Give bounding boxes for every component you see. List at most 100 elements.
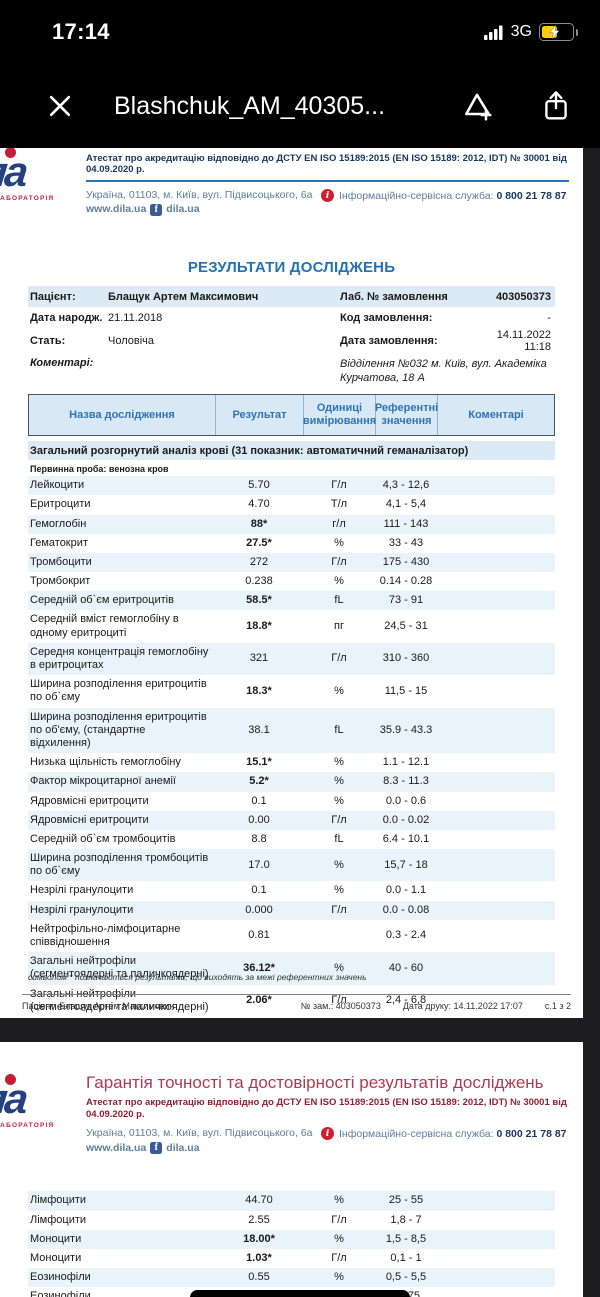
battery-nub xyxy=(575,28,578,36)
table-row: Лімфоцити 2.55 Г/л 1,8 - 7 xyxy=(28,1211,555,1230)
table-row: Тромбокрит 0.238% 0.14 - 0.28 xyxy=(28,572,555,591)
cell-result: 0.81 xyxy=(248,929,270,942)
table-row: Незрілі гранулоцити 0.1% 0.0 - 1.1 xyxy=(28,881,555,900)
cell-name: Середній об`єм тромбоцитів xyxy=(30,832,176,845)
table-body: Лейкоцити 5.70 Г/л 4,3 - 12,6 Еритроцити 4.70… xyxy=(28,476,555,1017)
viewer-toolbar: Blashchuk_AM_40305... xyxy=(0,58,600,164)
table-row: Незрілі гранулоцити 0.000 Г/л 0.0 - 0.08 xyxy=(28,900,555,920)
table-row: Лейкоцити 5.70 Г/л 4,3 - 12,6 xyxy=(28,476,555,496)
cell-unit: % xyxy=(334,858,344,871)
footer-order-no: № зам.: 403050373 xyxy=(300,1001,381,1011)
lab-address: Україна, 01103, м. Київ, вул. Підвисоцьк… xyxy=(86,1126,321,1155)
cell-unit: Г/л xyxy=(331,1213,347,1226)
cell-ref: 0.14 - 0.28 xyxy=(379,575,433,588)
service-phone: 0 800 21 78 87 xyxy=(496,189,567,202)
cell-unit: Г/л xyxy=(331,1251,347,1264)
cell-name: Еритроцити xyxy=(30,498,91,511)
cell-unit: fL xyxy=(334,723,344,736)
order-code-label: Код замовлення: xyxy=(340,311,433,324)
order-code-value: - xyxy=(547,311,551,324)
sex-label: Стать: xyxy=(30,335,66,348)
battery-charging-icon xyxy=(539,23,578,41)
cell-name: Незрілі гранулоцити xyxy=(30,903,134,916)
cell-result: 58.5* xyxy=(246,594,272,607)
cell-result: 4.70 xyxy=(248,498,270,511)
cell-name: Лейкоцити xyxy=(30,479,85,492)
add-to-drive-button[interactable] xyxy=(460,88,496,124)
table-header: Назва дослідження Результат Одиниці вимі… xyxy=(28,394,555,437)
service-label: Інформаційно-сервісна служба: xyxy=(339,189,494,202)
cell-result: 321 xyxy=(249,652,269,665)
cell-name: Ядровмісні еритроцити xyxy=(30,813,149,826)
cell-unit: Г/л xyxy=(331,479,347,492)
results-title: РЕЗУЛЬТАТИ ДОСЛІДЖЕНЬ xyxy=(187,259,396,277)
branch-value: Відділення №032 м. Київ, вул. Академіка … xyxy=(340,358,547,385)
patient-info-block: Пацієнт: Блащук Артем Максимович Лаб. № … xyxy=(28,286,555,390)
footer-patient: Пацієнт: Блащук Артем Максимович xyxy=(22,1001,175,1011)
document-page-2: діла МЕДИЧНА ЛАБОРАТОРІЯ Гарантія точнос… xyxy=(0,1042,583,1297)
table-row: Загальні нейтрофіли (сегментоядерні та п… xyxy=(28,952,555,985)
address-line: Україна, 01103, м. Київ, вул. Підвисоцьк… xyxy=(86,1127,313,1140)
col-header-name: Назва дослідження xyxy=(29,395,216,436)
cell-name: Тромбоцити xyxy=(30,555,92,568)
table-row: Загальні нейтрофіли (сегментоядерні та п… xyxy=(28,985,555,1017)
service-line: Інформаційно-сервісна служба: 0 800 21 7… xyxy=(339,189,567,204)
cell-name: Нейтрофільно-лімфоцитарне співвідношення xyxy=(30,922,181,949)
cell-result: 36.12* xyxy=(243,961,275,974)
signal-icon xyxy=(483,25,503,40)
table-row: Ширина розподілення тромбоцитів по об`єм… xyxy=(28,849,555,882)
pdf-viewer[interactable]: діла МЕДИЧНА ЛАБОРАТОРІЯ Атестат про акр… xyxy=(0,148,600,1297)
accreditation-line: Атестат про акредитацію відповідно до ДС… xyxy=(86,1097,567,1120)
cell-ref: 4,1 - 5,4 xyxy=(385,498,427,511)
facebook-icon: f xyxy=(150,203,163,216)
lab-no-value: 403050373 xyxy=(495,290,551,303)
cell-name: Середній вміст гемоглобіну в одному ерит… xyxy=(30,613,179,639)
table-row: Моноцити 1.03* Г/л 0,1 - 1 xyxy=(28,1249,555,1268)
cell-name: Загальні нейтрофіли (сегментоядерні та п… xyxy=(30,987,209,1013)
cell-name: Лімфоцити xyxy=(30,1194,87,1207)
cell-name: Ширина розподілення еритроцитів по об'єм… xyxy=(30,710,207,749)
share-button[interactable] xyxy=(538,88,574,124)
table-row: Ядровмісні еритроцити 0.1% 0.0 - 0.6 xyxy=(28,792,555,811)
col-header-result: Результат xyxy=(216,395,304,436)
cell-unit: пг xyxy=(334,620,344,633)
cell-unit: % xyxy=(334,536,344,549)
guarantee-title: Гарантія точності та достовірності резул… xyxy=(86,1073,544,1092)
cell-name: Гемоглобін xyxy=(30,517,87,530)
table-row: Середній об`єм тромбоцитів 8.8 fL 6.4 - 10.… xyxy=(28,830,555,849)
info-icon: i xyxy=(321,1127,334,1141)
cell-result: 5.2* xyxy=(249,775,269,788)
service-label: Інформаційно-сервісна служба: xyxy=(339,1128,494,1141)
cell-result: 44.70 xyxy=(245,1194,273,1207)
cell-result: 17.0 xyxy=(248,858,270,871)
lab-address: Україна, 01103, м. Київ, вул. Підвисоцьк… xyxy=(86,188,321,217)
cell-name: Тромбокрит xyxy=(30,575,91,588)
patient-row: Пацієнт: Блащук Артем Максимович Лаб. № … xyxy=(28,286,555,308)
cell-ref: 25 - 55 xyxy=(388,1194,424,1207)
cell-ref: 0.0 - 0.08 xyxy=(382,903,430,916)
cell-name: Ширина розподілення еритроцитів по об`єм… xyxy=(30,678,207,704)
redaction-bar xyxy=(190,1290,410,1297)
cell-unit: % xyxy=(334,1194,344,1207)
panel-section-header: Загальний розгорнутий аналіз крові (31 п… xyxy=(28,441,555,461)
cell-unit: % xyxy=(334,684,344,697)
cell-ref: 4,3 - 12,6 xyxy=(382,479,430,492)
facebook-handle: dila.ua xyxy=(166,1141,200,1154)
cell-result: 27.5* xyxy=(246,536,272,549)
table-row: Середній вміст гемоглобіну в одному ерит… xyxy=(28,610,555,642)
table-row: Ширина розподілення еритроцитів по об'єм… xyxy=(28,707,555,754)
cell-name: Моноцити xyxy=(30,1232,82,1245)
dob-label: Дата народж. xyxy=(30,311,103,324)
cell-ref: 0,1 - 1 xyxy=(390,1251,422,1264)
order-date-value: 14.11.2022 11:18 xyxy=(496,329,551,354)
cell-unit: г/л xyxy=(332,517,346,530)
cell-unit: Г/л xyxy=(331,555,347,568)
cell-unit: Т/л xyxy=(330,498,348,511)
clock: 17:14 xyxy=(52,19,110,44)
table-row: Тромбоцити 272 Г/л 175 - 430 xyxy=(28,552,555,573)
close-button[interactable] xyxy=(38,84,82,128)
service-info: i Інформаційно-сервісна служба: 0 800 21… xyxy=(321,1126,567,1155)
lightning-bolt-icon xyxy=(549,25,560,39)
cell-result: 15.1* xyxy=(246,756,272,769)
add-to-drive-icon xyxy=(465,93,492,121)
